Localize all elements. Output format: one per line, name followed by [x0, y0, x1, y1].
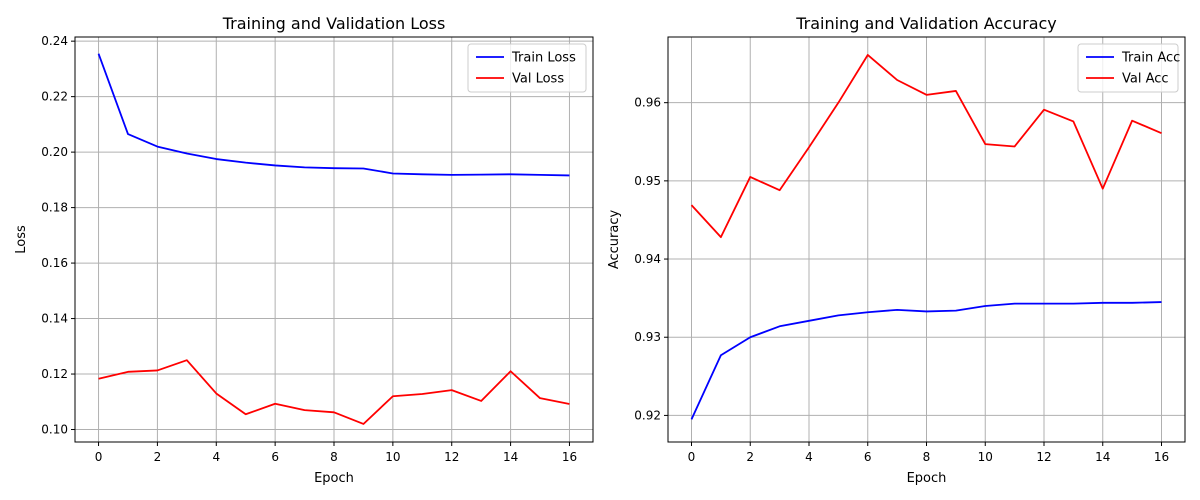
y-tick-label: 0.16	[41, 256, 68, 270]
x-tick-label: 0	[95, 450, 103, 464]
x-tick-label: 10	[978, 450, 993, 464]
legend-label: Train Acc	[1121, 51, 1180, 66]
x-tick-label: 0	[688, 450, 696, 464]
train-acc-line	[690, 301, 1162, 420]
loss-chart: 0 2 4 6 8 10 12 14 16 0.10 0.12 0.14 0.16 0.18 0.20 0.2…	[14, 14, 594, 486]
chart-title: Training and Validation Loss	[222, 14, 446, 33]
x-tick-label: 4	[805, 450, 813, 464]
legend: Train Acc Val Acc	[1077, 43, 1180, 93]
y-tick-label: 0.10	[41, 423, 68, 437]
y-tick-label: 0.18	[41, 201, 68, 215]
legend-box	[467, 43, 587, 93]
val-acc-line	[690, 54, 1162, 239]
x-tick-label: 6	[271, 450, 279, 464]
y-tick-label: 0.20	[41, 145, 68, 159]
x-tick-label: 12	[1036, 450, 1051, 464]
x-tick-label: 12	[444, 450, 459, 464]
y-tick-label: 0.12	[41, 367, 68, 381]
x-tick-label: 16	[562, 450, 577, 464]
x-tick-label: 10	[385, 450, 400, 464]
val-loss-line	[98, 359, 570, 425]
y-tick-label: 0.92	[634, 408, 661, 422]
y-axis-label: Accuracy	[607, 210, 622, 270]
x-tick-label: 14	[1095, 450, 1110, 464]
x-tick-label: 8	[330, 450, 338, 464]
accuracy-chart: 0 2 4 6 8 10 12 14 16 0.92 0.93 0.94 0.95 0.96 Trainin…	[607, 14, 1186, 486]
legend-label: Val Acc	[1122, 72, 1169, 87]
x-tick-label: 2	[746, 450, 754, 464]
y-axis-label: Loss	[14, 225, 29, 254]
x-tick-label: 4	[212, 450, 220, 464]
train-loss-line	[97, 53, 570, 177]
x-tick-label: 8	[923, 450, 931, 464]
y-tick-label: 0.93	[634, 330, 661, 344]
chart-title: Training and Validation Accuracy	[795, 14, 1057, 33]
legend: Train Loss Val Loss	[467, 43, 587, 93]
legend-label: Val Loss	[512, 72, 564, 87]
y-tick-label: 0.24	[41, 34, 68, 48]
y-tick-label: 0.14	[41, 312, 68, 326]
y-tick-label: 0.94	[634, 252, 661, 266]
x-axis-label: Epoch	[314, 471, 354, 486]
y-tick-label: 0.96	[634, 96, 661, 110]
y-tick-label: 0.95	[634, 174, 661, 188]
x-tick-label: 2	[154, 450, 162, 464]
x-tick-label: 6	[864, 450, 872, 464]
y-tick-label: 0.22	[41, 90, 68, 104]
x-tick-label: 16	[1154, 450, 1169, 464]
x-tick-label: 14	[503, 450, 518, 464]
x-axis-label: Epoch	[907, 471, 947, 486]
legend-label: Train Loss	[511, 51, 576, 66]
legend-box	[1077, 43, 1179, 93]
